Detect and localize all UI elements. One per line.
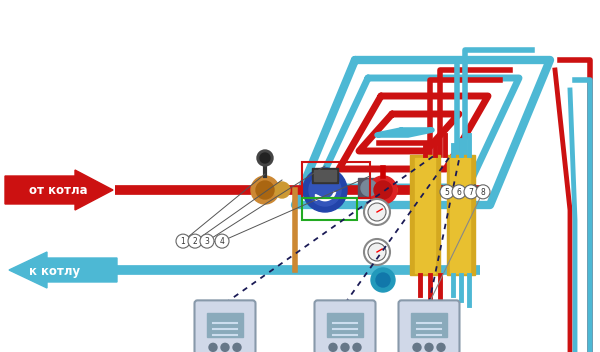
Circle shape [200, 234, 214, 248]
Bar [302, 162, 370, 198]
Bar [312, 168, 338, 183]
Circle shape [257, 150, 273, 166]
Text: 8: 8 [481, 188, 485, 197]
Bar [447, 155, 475, 275]
FancyBboxPatch shape [194, 300, 256, 352]
Circle shape [376, 273, 390, 287]
FancyArrow shape [9, 252, 117, 288]
Circle shape [368, 243, 386, 261]
Text: 2: 2 [193, 237, 197, 246]
Text: 1: 1 [181, 237, 185, 246]
Circle shape [425, 343, 433, 351]
Circle shape [364, 199, 390, 225]
Bar [415, 158, 435, 273]
Circle shape [413, 343, 421, 351]
Circle shape [233, 343, 241, 351]
Circle shape [368, 203, 386, 221]
Bar [410, 155, 440, 275]
Circle shape [383, 183, 397, 197]
Circle shape [369, 176, 397, 204]
Text: 7: 7 [469, 188, 473, 197]
Circle shape [188, 234, 202, 248]
Circle shape [371, 268, 395, 292]
Circle shape [260, 153, 270, 163]
Circle shape [309, 174, 341, 206]
Bar [207, 313, 243, 337]
Circle shape [274, 182, 290, 198]
Text: 4: 4 [220, 237, 224, 246]
Bar [450, 158, 470, 273]
Circle shape [341, 343, 349, 351]
Text: 6: 6 [457, 188, 461, 197]
FancyBboxPatch shape [314, 300, 376, 352]
Circle shape [361, 180, 377, 196]
Circle shape [329, 343, 337, 351]
Circle shape [364, 239, 390, 265]
Bar [327, 313, 363, 337]
Circle shape [374, 181, 392, 199]
Circle shape [221, 343, 229, 351]
Circle shape [452, 185, 466, 199]
Text: от котла: от котла [29, 184, 88, 197]
Circle shape [215, 234, 229, 248]
Text: 5: 5 [445, 188, 449, 197]
Circle shape [303, 168, 347, 212]
Bar [411, 313, 447, 337]
Circle shape [440, 185, 454, 199]
Circle shape [437, 343, 445, 351]
Bar [410, 155, 440, 275]
Circle shape [256, 181, 274, 199]
FancyBboxPatch shape [398, 300, 460, 352]
FancyArrow shape [5, 170, 113, 210]
Bar [302, 198, 357, 220]
Circle shape [353, 343, 361, 351]
Bar [358, 178, 380, 198]
Text: 3: 3 [205, 237, 209, 246]
Circle shape [464, 185, 478, 199]
Circle shape [476, 185, 490, 199]
Bar [314, 170, 336, 181]
Circle shape [209, 343, 217, 351]
Text: к котлу: к котлу [29, 264, 80, 277]
Circle shape [251, 176, 279, 204]
Circle shape [176, 234, 190, 248]
